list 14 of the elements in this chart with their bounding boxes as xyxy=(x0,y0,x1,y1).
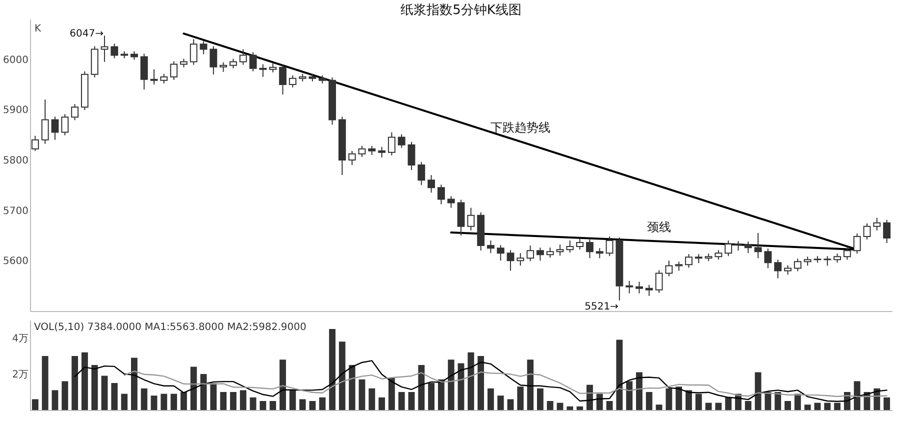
y-tick-label: 6000 xyxy=(3,54,28,66)
chart-title: 纸浆指数5分钟K线图 xyxy=(400,3,522,18)
y-tick-label: 5800 xyxy=(3,155,28,166)
series-label: 颈线 xyxy=(647,220,672,234)
annotation: 5521→ xyxy=(584,301,618,312)
y-tick-label: 2万 xyxy=(12,370,28,380)
series-label: 下跌趋势线 xyxy=(490,120,550,135)
y-tick-label: 5700 xyxy=(3,206,28,217)
y-axis-title: K xyxy=(34,24,42,34)
y-tick-label: 5600 xyxy=(3,256,28,268)
annotation: 6047→ xyxy=(70,28,104,40)
y-tick-label: 4万 xyxy=(12,334,28,344)
annotation: VOL(5,10) 7384.0000 MA1:5563.8000 MA2:5982.9000 xyxy=(34,322,306,333)
y-tick-label: 5900 xyxy=(3,105,28,116)
